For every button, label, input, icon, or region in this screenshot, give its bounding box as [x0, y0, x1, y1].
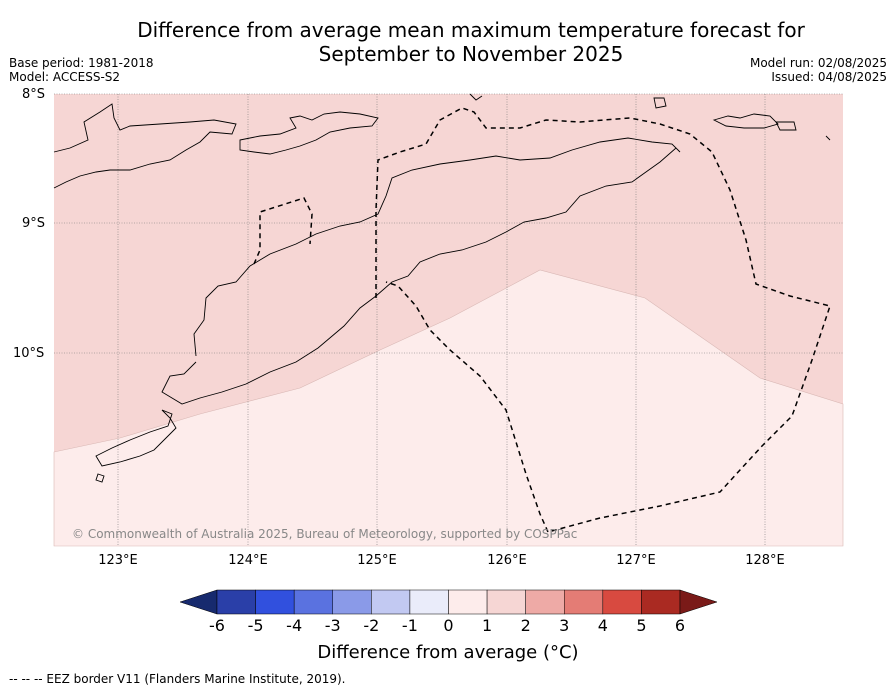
colorbar-cell — [525, 589, 565, 615]
colorbar-cell — [371, 589, 411, 615]
colorbar-tick-label: -2 — [363, 616, 380, 635]
colorbar-cell — [448, 589, 488, 615]
model-run: Model run: 02/08/2025 — [749, 56, 887, 70]
colorbar-cell — [486, 589, 526, 615]
colorbar-cell — [409, 589, 449, 615]
lat-label-9s: 9°S — [22, 216, 46, 231]
coastlines — [53, 93, 831, 483]
lon-label-126e: 126°E — [487, 553, 527, 568]
lon-label-123e: 123°E — [98, 553, 138, 568]
lon-label-124e: 124°E — [228, 553, 268, 568]
colorbar-tick-label: 0 — [443, 616, 454, 635]
colorbar-tick-label: 3 — [559, 616, 570, 635]
colorbar-tick-label: 5 — [636, 616, 647, 635]
colorbar-extend-high — [679, 589, 718, 615]
title-line-1: Difference from average mean maximum tem… — [137, 18, 805, 42]
map-fill-lower — [53, 269, 844, 547]
model-name: Model: ACCESS-S2 — [9, 70, 121, 84]
colorbar-extend-low — [179, 589, 218, 615]
issued-date: Issued: 04/08/2025 — [771, 70, 887, 84]
copyright-text: © Commonwealth of Australia 2025, Bureau… — [72, 527, 578, 541]
colorbar-tick-label: 6 — [674, 616, 686, 635]
colorbar-tick-label: -4 — [286, 616, 303, 635]
eez-legend-note: -- -- -- EEZ border V11 (Flanders Marine… — [9, 672, 346, 686]
colorbar-tick-label: 4 — [597, 616, 608, 635]
meta-left: Base period: 1981-2018 Model: ACCESS-S2 — [9, 56, 154, 84]
colorbar-tick-label: 2 — [520, 616, 531, 635]
graticule — [54, 93, 843, 546]
colorbar-cell — [641, 589, 681, 615]
colorbar-tick-label: 1 — [481, 616, 493, 635]
colorbar-tick-label: -5 — [247, 616, 264, 635]
title-line-2: September to November 2025 — [318, 42, 624, 66]
colorbar-cell — [293, 589, 333, 615]
colorbar-tick-label: -3 — [324, 616, 341, 635]
lon-label-127e: 127°E — [616, 553, 656, 568]
lat-label-8s: 8°S — [22, 87, 46, 102]
colorbar-cell — [332, 589, 372, 615]
colorbar-cell — [602, 589, 642, 615]
lon-label-128e: 128°E — [745, 553, 785, 568]
eez-border — [253, 107, 831, 533]
colorbar-label: Difference from average (°C) — [317, 642, 579, 663]
colorbar-cell — [255, 589, 295, 615]
colorbar-tick-label: -6 — [209, 616, 225, 635]
colorbar-cell — [216, 589, 256, 615]
base-period: Base period: 1981-2018 — [9, 56, 154, 70]
meta-right: Model run: 02/08/2025 Issued: 04/08/2025 — [750, 56, 887, 84]
colorbar-cell — [564, 589, 604, 615]
chart-title: Difference from average mean maximum tem… — [0, 18, 896, 66]
lat-label-10s: 10°S — [13, 346, 45, 361]
lon-label-125e: 125°E — [357, 553, 397, 568]
colorbar-tick-label: -1 — [401, 616, 418, 635]
